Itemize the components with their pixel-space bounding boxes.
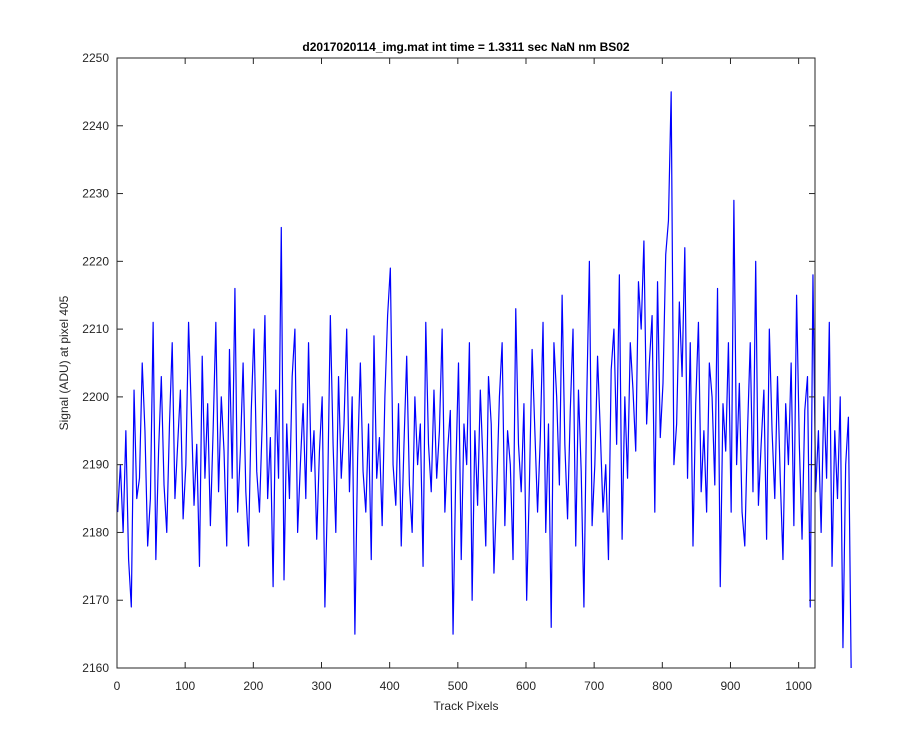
ticks-layer: 0 100 200 300 400 500 600 700 800 900 1000 2160 2170… [82, 51, 815, 693]
x-tick-label-2: 200 [243, 679, 263, 693]
y-axis-label: Signal (ADU) at pixel 405 [57, 295, 71, 430]
x-tick-label-4: 400 [380, 679, 400, 693]
plot-area [117, 58, 815, 668]
y-tick-label-0: 2160 [82, 661, 109, 675]
x-tick-label-9: 900 [720, 679, 740, 693]
series-line-0 [117, 91, 852, 669]
y-tick-label-1: 2170 [82, 593, 109, 607]
x-tick-label-0: 0 [114, 679, 121, 693]
y-tick-label-6: 2220 [82, 254, 109, 268]
x-tick-label-8: 800 [652, 679, 672, 693]
x-tick-label-1: 100 [175, 679, 195, 693]
x-axis-label: Track Pixels [434, 699, 499, 713]
y-tick-label-5: 2210 [82, 322, 109, 336]
y-tick-label-4: 2200 [82, 390, 109, 404]
x-tick-label-7: 700 [584, 679, 604, 693]
x-tick-label-10: 1000 [785, 679, 812, 693]
x-tick-label-3: 300 [311, 679, 331, 693]
chart-title: d2017020114_img.mat int time = 1.3311 se… [302, 40, 630, 54]
y-tick-label-7: 2230 [82, 187, 109, 201]
y-tick-label-8: 2240 [82, 119, 109, 133]
axes-box [116, 57, 816, 669]
y-tick-label-2: 2180 [82, 525, 109, 539]
y-tick-label-3: 2190 [82, 458, 109, 472]
y-tick-label-9: 2250 [82, 51, 109, 65]
x-tick-label-5: 500 [448, 679, 468, 693]
x-tick-label-6: 600 [516, 679, 536, 693]
series-layer [117, 91, 852, 669]
